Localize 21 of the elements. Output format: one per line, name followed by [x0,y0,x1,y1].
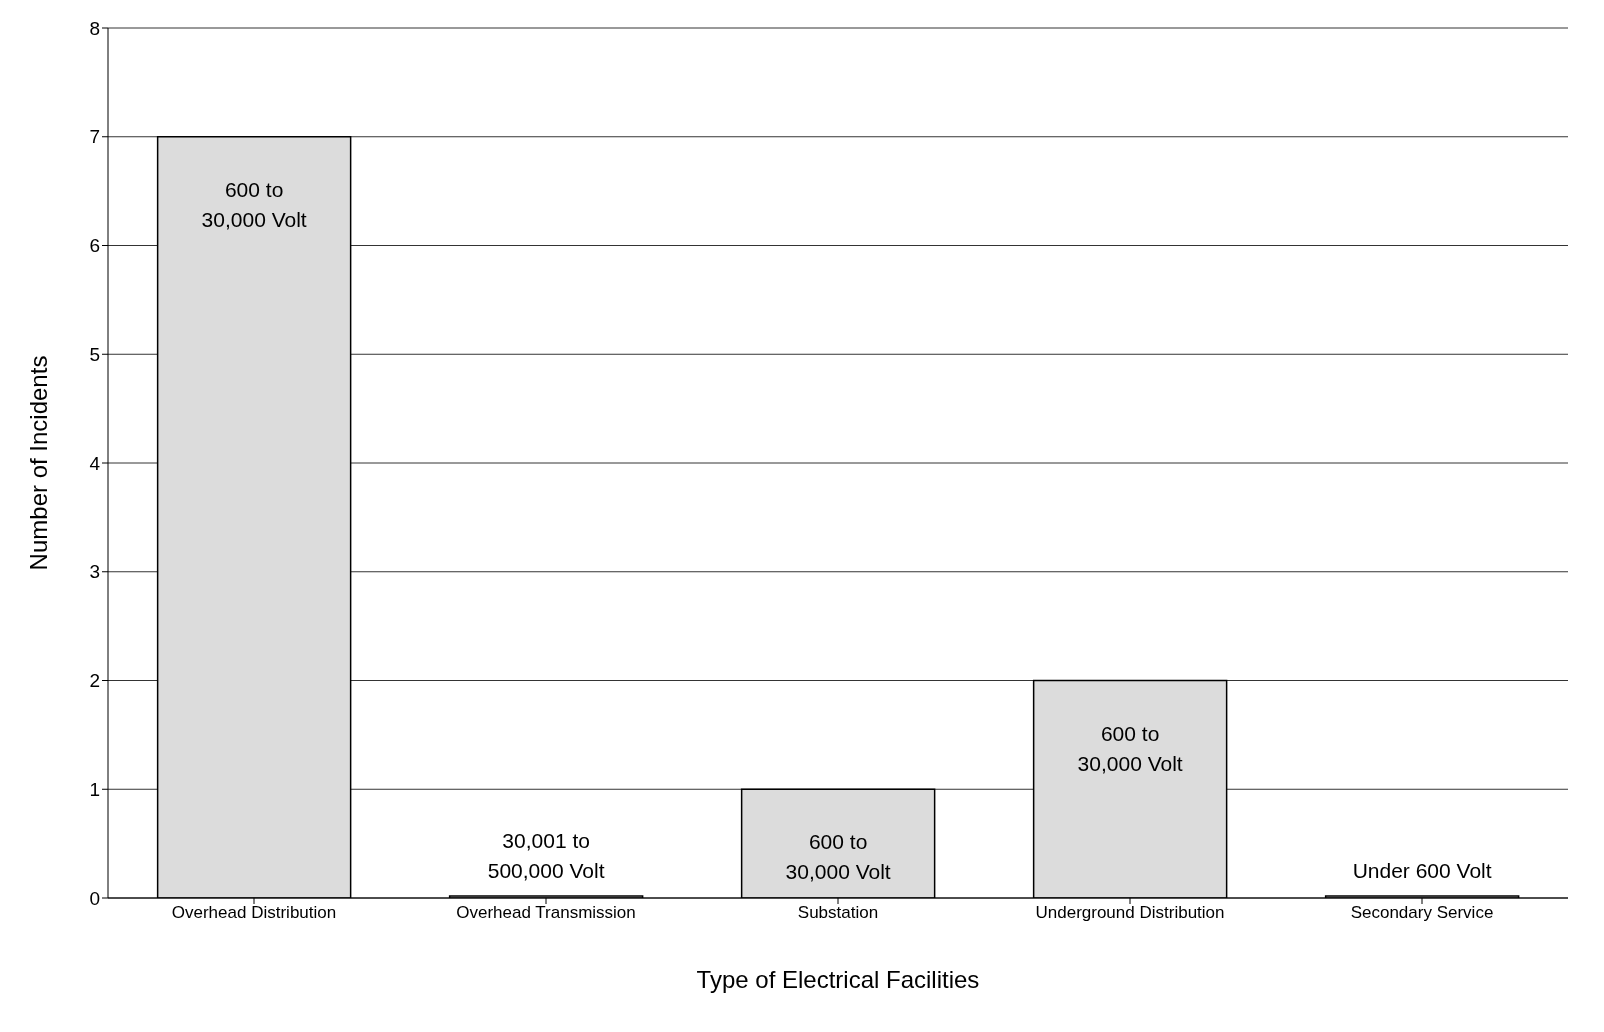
y-tick-label: 2 [89,670,100,692]
x-tick-label: Secondary Service [1350,903,1494,923]
y-tick-label: 8 [89,17,100,39]
x-axis-title: Type of Electrical Facilities [696,966,980,993]
y-tick-label: 6 [89,235,100,257]
y-tick-label: 5 [89,343,100,365]
x-tick-label: Overhead Distribution [171,903,337,923]
x-tick-label: Underground Distribution [1035,903,1225,923]
annotation: 600 to 30,000 Volt [785,830,891,884]
y-axis-title: Number of Incidents [24,355,52,571]
y-tick-label: 0 [89,887,100,909]
x-tick-label: Substation [797,903,879,923]
annotation: 600 to 30,000 Volt [1077,721,1183,775]
x-tick-label: Overhead Transmission [456,903,636,923]
y-tick-label: 3 [89,561,100,583]
annotation: 600 to 30,000 Volt [201,177,307,231]
annotation: Under 600 Volt [1352,859,1492,882]
annotation: 30,001 to 500,000 Volt [487,829,605,882]
y-tick-label: 7 [89,126,100,148]
y-tick-label: 4 [89,452,101,474]
y-tick-label: 1 [89,778,100,800]
